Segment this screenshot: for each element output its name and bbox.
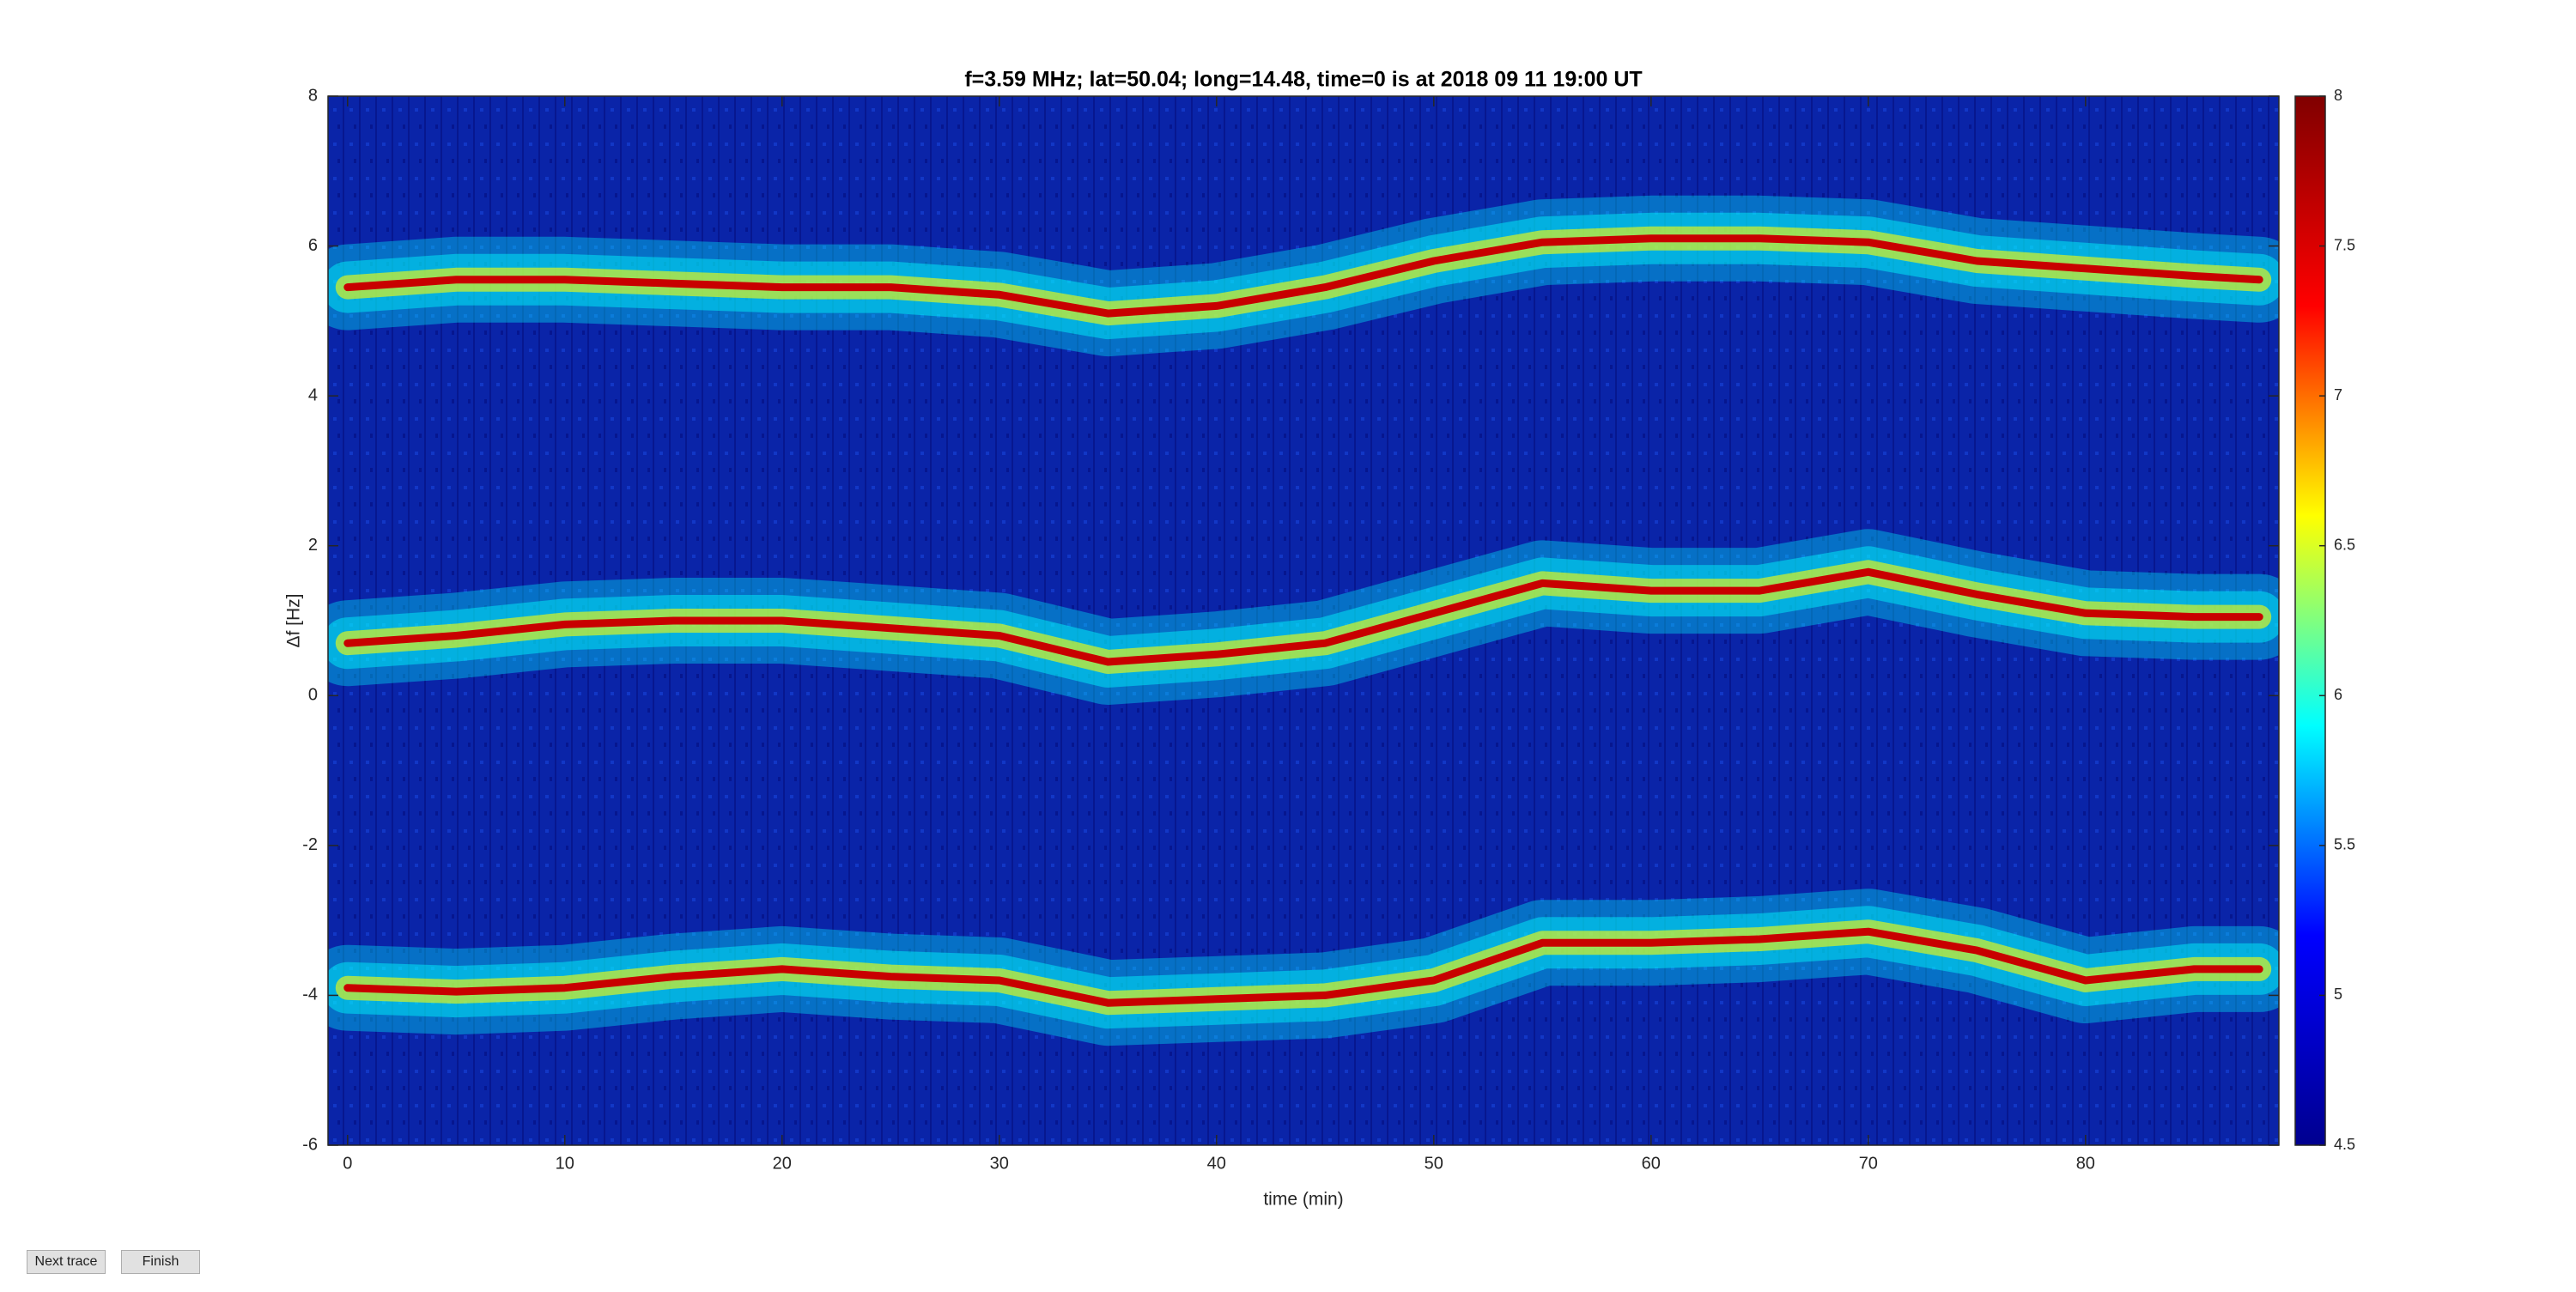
colorbar-tick-label: 5: [2334, 986, 2342, 1003]
colorbar-tick-label: 8: [2334, 87, 2342, 104]
x-tick-label: 40: [1207, 1154, 1226, 1173]
finish-button[interactable]: Finish: [121, 1250, 200, 1274]
axes-box: [327, 95, 2280, 1146]
x-tick-label: 30: [990, 1154, 1009, 1173]
x-tick-label: 50: [1425, 1154, 1443, 1173]
y-tick-label: 6: [308, 236, 318, 255]
x-tick-label: 0: [343, 1154, 352, 1173]
next-trace-button[interactable]: Next trace: [27, 1250, 106, 1274]
x-tick-label: 10: [556, 1154, 574, 1173]
colorbar-tick-label: 5.5: [2334, 836, 2355, 853]
colorbar-tick-label: 7: [2334, 386, 2342, 403]
x-tick-label: 80: [2076, 1154, 2095, 1173]
traces: [328, 195, 2279, 1046]
trace: [343, 567, 2263, 666]
colorbar-tick-label: 7.5: [2334, 236, 2355, 253]
y-tick-label: 2: [308, 536, 318, 555]
y-axis-label: Δf [Hz]: [284, 593, 304, 647]
y-tick-label: -6: [302, 1135, 318, 1154]
y-tick-label: 0: [308, 686, 318, 705]
y-tick-label: 4: [308, 385, 318, 404]
y-tick-label: 8: [308, 86, 318, 105]
colorbar: [2294, 95, 2326, 1146]
colorbar-tick-label: 6.5: [2334, 536, 2355, 553]
trace: [343, 927, 2263, 1007]
trace: [343, 234, 2263, 318]
x-axis-label: time (min): [1263, 1190, 1343, 1210]
y-tick-label: -2: [302, 835, 318, 854]
x-tick-label: 70: [1859, 1154, 1878, 1173]
x-tick-label: 60: [1642, 1154, 1661, 1173]
x-tick-label: 20: [773, 1154, 792, 1173]
colorbar-tick-label: 4.5: [2334, 1136, 2355, 1153]
chart-title: f=3.59 MHz; lat=50.04; long=14.48, time=…: [964, 68, 1642, 92]
y-tick-label: -4: [302, 986, 318, 1004]
colorbar-tick-label: 6: [2334, 686, 2342, 703]
